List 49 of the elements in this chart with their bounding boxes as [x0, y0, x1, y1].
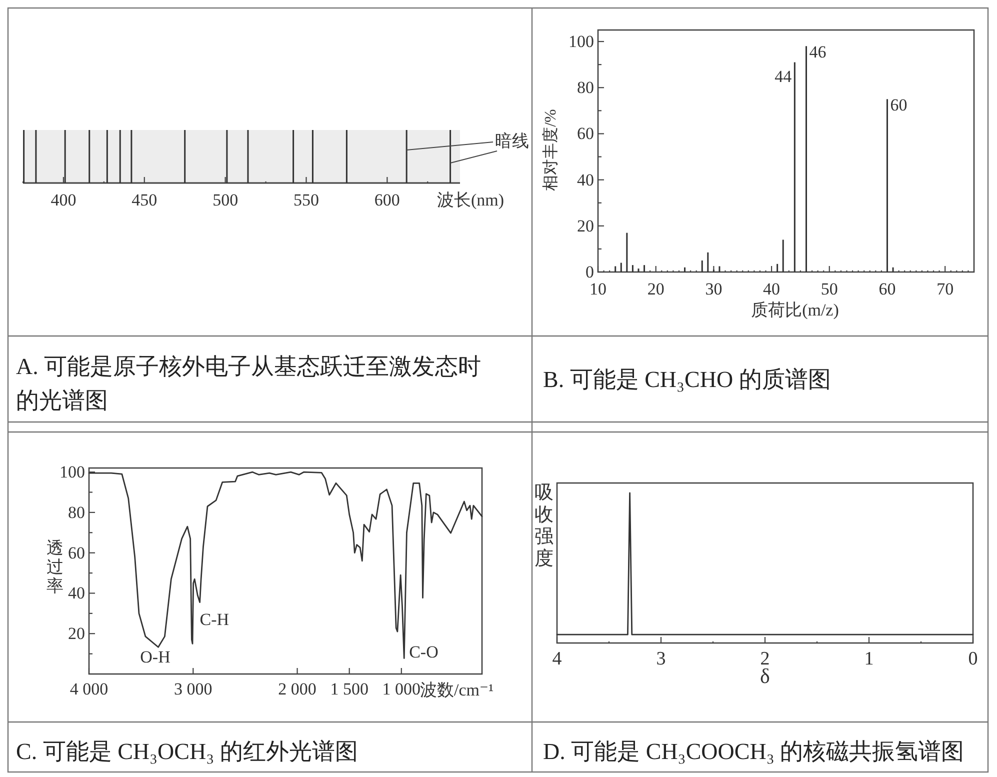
- annotation: C-H: [200, 610, 230, 629]
- x-tick-label: 1: [864, 648, 874, 670]
- x-tick-label: 600: [374, 190, 400, 210]
- x-axis-title: 波长(nm): [437, 190, 504, 210]
- annotation: 46: [809, 42, 826, 62]
- y-tick-label: 60: [68, 543, 85, 562]
- text: A. 可能是原子核外电子从基态跃迁至激发态时的光谱图: [16, 353, 482, 415]
- x-tick-label: 2 000: [278, 680, 316, 698]
- annotation: 44: [774, 66, 792, 86]
- x-tick-label: 60: [878, 280, 896, 298]
- text: B. 可能是 CH₃CHO 的质谱图: [543, 366, 832, 394]
- annotation: C-O: [409, 642, 438, 662]
- x-tick-label: 4 000: [70, 680, 108, 698]
- y-axis-title: 相对丰度/%: [542, 109, 560, 191]
- x-tick-label: 70: [936, 280, 954, 298]
- y-tick-label: 100: [60, 462, 85, 482]
- x-tick-label: 50: [820, 280, 838, 298]
- x-tick-label: 450: [132, 190, 158, 210]
- x-tick-label: 30: [705, 280, 722, 298]
- x-tick-label: 20: [647, 280, 664, 298]
- x-tick-label: 1 000: [382, 680, 421, 698]
- y-axis-title: 透过率: [46, 538, 64, 596]
- y-tick-label: 0: [586, 262, 594, 282]
- x-tick-label: 4: [552, 648, 562, 670]
- y-tick-label: 40: [68, 584, 85, 603]
- y-tick-label: 80: [68, 502, 85, 522]
- x-tick-label: 550: [293, 190, 319, 210]
- x-axis-title: 质荷比(m/z): [751, 300, 839, 320]
- x-tick-label: 40: [763, 280, 780, 298]
- x-tick-label: 0: [968, 648, 978, 670]
- y-axis-title: 吸收强度: [534, 482, 554, 570]
- y-tick-label: 20: [577, 216, 594, 236]
- x-tick-label: 3 000: [174, 680, 212, 698]
- x-tick-label: 10: [590, 280, 606, 298]
- text: C. 可能是 CH₃OCH₃ 的红外光谱图: [16, 738, 359, 766]
- x-tick-label: 3: [656, 648, 666, 670]
- annotation: 60: [890, 96, 908, 115]
- annotation: O-H: [140, 648, 170, 667]
- x-axis-title: 波数/cm⁻¹: [420, 680, 494, 700]
- text: D. 可能是 CH₃COOCH₃ 的核磁共振氢谱图: [543, 738, 966, 766]
- x-tick-label: 1 500: [330, 680, 368, 698]
- y-tick-label: 100: [568, 32, 594, 52]
- x-tick-label: 400: [50, 190, 76, 210]
- y-tick-label: 60: [577, 124, 594, 144]
- text: 暗线: [495, 132, 529, 150]
- y-tick-label: 20: [68, 624, 85, 644]
- x-tick-label: 500: [212, 190, 238, 210]
- y-tick-label: 80: [577, 78, 594, 98]
- y-tick-label: 40: [577, 170, 594, 190]
